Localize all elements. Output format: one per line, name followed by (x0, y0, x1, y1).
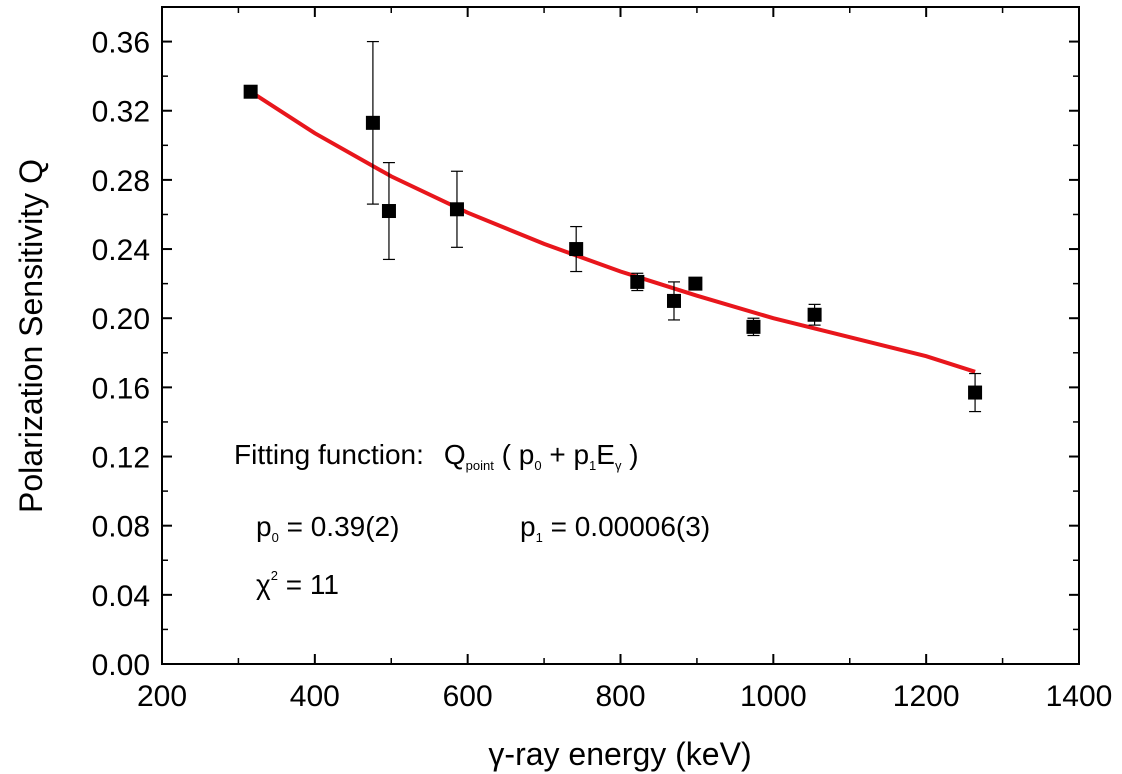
x-tick-label: 1200 (893, 680, 960, 713)
fit-e-sub: γ (615, 458, 622, 473)
y-tick-label: 0.36 (92, 27, 150, 60)
data-point (365, 115, 380, 130)
fit-plus: + p (542, 439, 589, 470)
chi-value: = 11 (278, 569, 339, 600)
p1-annotation: p1 = 0.00006(3) (520, 511, 710, 545)
chi-label: χ (256, 569, 271, 600)
data-point (243, 84, 258, 99)
y-tick-label: 0.16 (92, 372, 150, 405)
fit-q: Q (444, 439, 466, 470)
data-point (746, 319, 761, 334)
p1-value: = 0.00006(3) (543, 511, 710, 542)
data-point (688, 276, 703, 291)
fit-e: E (596, 439, 615, 470)
data-points (243, 84, 983, 400)
chi-annotation: χ2 = 11 (256, 568, 339, 600)
fit-function-annotation: Fitting function: Qpoint ( p0 + p1Eγ ) (234, 439, 639, 473)
y-tick-label: 0.20 (92, 303, 150, 336)
data-point (381, 204, 396, 219)
y-tick-label: 0.32 (92, 96, 150, 129)
x-tick-labels: 200 400 600 800 1000 1200 1400 (137, 680, 1112, 713)
y-axis-title: Polarization Sensitivity Q (13, 159, 49, 513)
p1-sub: 1 (536, 530, 543, 545)
x-axis-title: γ-ray energy (keV) (488, 736, 751, 772)
data-point (569, 242, 584, 257)
x-tick-label: 600 (443, 680, 493, 713)
fit-curve (249, 90, 976, 374)
fit-label: Fitting function: (234, 439, 424, 470)
fit-p0-sub: 0 (534, 458, 541, 473)
p0-label: p (256, 511, 272, 542)
data-point (449, 202, 464, 217)
y-tick-label: 0.08 (92, 511, 150, 544)
y-tick-labels: 0.00 0.04 0.08 0.12 0.16 0.20 0.24 0.28 0.32 0.36 (92, 27, 150, 682)
fit-open: ( p (494, 439, 534, 470)
y-tick-label: 0.28 (92, 165, 150, 198)
data-point (630, 274, 645, 289)
plot-frame (161, 6, 1080, 665)
y-tick-label: 0.00 (92, 649, 150, 682)
x-tick-label: 1000 (740, 680, 807, 713)
p0-sub: 0 (272, 530, 279, 545)
p1-label: p (520, 511, 536, 542)
chi-sup: 2 (271, 568, 278, 583)
x-tick-label: 400 (290, 680, 340, 713)
p0-annotation: p0 = 0.39(2) (256, 511, 399, 545)
data-point (666, 293, 681, 308)
y-tick-label: 0.04 (92, 580, 150, 613)
axis-ticks (161, 6, 1080, 665)
p0-value: = 0.39(2) (279, 511, 400, 542)
fit-p1-sub: 1 (589, 458, 596, 473)
error-bars (244, 40, 982, 413)
y-tick-label: 0.24 (92, 234, 150, 267)
fit-q-sub: point (466, 458, 495, 473)
x-tick-label: 1400 (1046, 680, 1113, 713)
x-tick-label: 200 (137, 680, 187, 713)
data-point (807, 307, 822, 322)
data-point (968, 385, 983, 400)
x-tick-label: 800 (595, 680, 645, 713)
fit-close: ) (621, 439, 638, 470)
y-tick-label: 0.12 (92, 442, 150, 475)
